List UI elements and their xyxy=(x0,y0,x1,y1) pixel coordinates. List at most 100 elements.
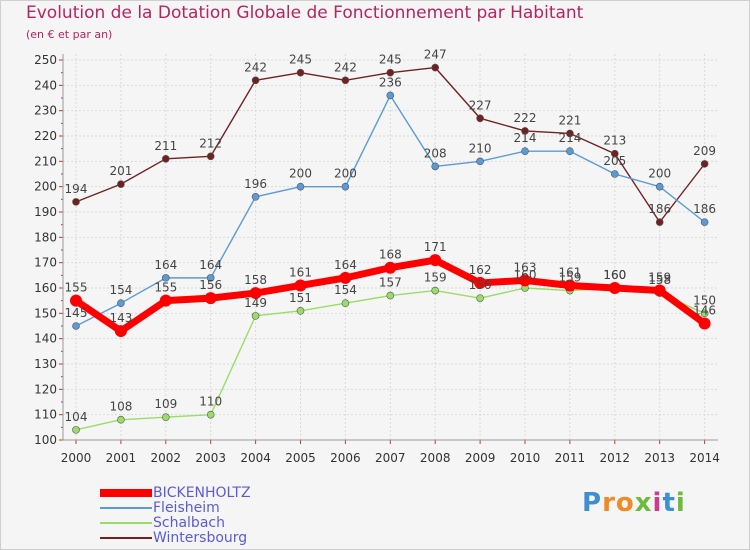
y-tick-label: 190 xyxy=(34,205,57,219)
data-point-fleisheim xyxy=(206,274,215,282)
data-label-bickenholtz: 161 xyxy=(289,265,312,279)
data-point-fleisheim xyxy=(566,147,574,155)
y-tick-label: 220 xyxy=(34,129,57,143)
data-point-fleisheim xyxy=(386,91,395,100)
logo-letter: i xyxy=(675,488,686,518)
data-point-fleisheim xyxy=(251,193,260,201)
data-point-bickenholtz xyxy=(608,282,621,294)
logo-letter: i xyxy=(652,488,663,518)
data-point-wintersbourg xyxy=(700,160,709,168)
data-point-bickenholtz xyxy=(474,276,487,289)
data-label-fleisheim: 210 xyxy=(469,141,492,155)
legend-label: Schalbach xyxy=(153,515,225,531)
data-label-fleisheim: 200 xyxy=(648,167,671,181)
data-label-fleisheim: 154 xyxy=(109,283,132,297)
x-tick-label: 2012 xyxy=(600,451,631,465)
data-point-wintersbourg xyxy=(431,63,440,72)
data-label-fleisheim: 214 xyxy=(514,131,537,145)
data-point-schalbach xyxy=(251,312,260,320)
y-tick-label: 240 xyxy=(34,78,57,92)
data-point-bickenholtz xyxy=(114,325,127,338)
data-point-fleisheim xyxy=(700,218,709,226)
legend-swatch xyxy=(100,537,152,539)
data-point-schalbach xyxy=(206,410,215,419)
data-label-bickenholtz: 143 xyxy=(109,311,132,325)
data-label-wintersbourg: 221 xyxy=(558,113,581,127)
data-label-schalbach: 150 xyxy=(693,293,716,307)
data-point-schalbach xyxy=(431,286,440,295)
x-tick-label: 2011 xyxy=(555,451,586,465)
data-point-bickenholtz xyxy=(519,274,531,287)
data-point-fleisheim xyxy=(476,157,484,166)
data-label-schalbach: 159 xyxy=(424,271,447,285)
data-point-wintersbourg xyxy=(476,114,484,123)
data-point-schalbach xyxy=(72,426,80,434)
data-point-bickenholtz xyxy=(429,254,442,267)
data-label-bickenholtz: 162 xyxy=(469,263,492,277)
legend-label: BICKENHOLTZ xyxy=(153,485,251,501)
chart-legend: BICKENHOLTZ Fleisheim Schalbach Wintersbour… xyxy=(100,485,300,546)
data-point-wintersbourg xyxy=(162,155,170,163)
data-label-fleisheim: 200 xyxy=(289,167,312,181)
x-tick-label: 2004 xyxy=(240,451,271,465)
y-tick-label: 200 xyxy=(34,180,57,194)
data-point-wintersbourg xyxy=(206,152,215,161)
data-label-schalbach: 154 xyxy=(334,283,357,297)
data-label-wintersbourg: 242 xyxy=(244,60,267,74)
data-label-schalbach: 157 xyxy=(379,276,402,290)
legend-label: Wintersbourg xyxy=(153,530,248,546)
y-tick-label: 210 xyxy=(34,154,57,168)
data-point-wintersbourg xyxy=(610,149,619,158)
data-label-fleisheim: 186 xyxy=(693,202,716,216)
data-label-wintersbourg: 245 xyxy=(379,53,402,67)
legend-label: Fleisheim xyxy=(153,500,220,516)
x-tick-label: 2009 xyxy=(465,451,496,465)
data-point-bickenholtz xyxy=(339,271,352,284)
logo-letter: x xyxy=(634,488,653,518)
data-label-bickenholtz: 155 xyxy=(65,281,88,295)
data-label-schalbach: 160 xyxy=(514,268,537,282)
data-label-fleisheim: 200 xyxy=(334,167,357,181)
data-point-fleisheim xyxy=(341,182,350,191)
data-label-wintersbourg: 201 xyxy=(109,164,132,178)
data-label-schalbach: 159 xyxy=(558,271,581,285)
data-label-wintersbourg: 186 xyxy=(648,202,671,216)
x-tick-label: 2006 xyxy=(330,451,361,465)
data-point-bickenholtz xyxy=(159,294,172,307)
data-point-schalbach xyxy=(386,291,395,300)
x-tick-label: 2000 xyxy=(61,451,92,465)
data-point-fleisheim xyxy=(610,170,619,178)
x-tick-label: 2001 xyxy=(106,451,137,465)
data-point-fleisheim xyxy=(296,182,305,191)
logo-letter: r xyxy=(602,488,616,518)
legend-item-schalbach: Schalbach xyxy=(100,515,300,531)
data-point-bickenholtz xyxy=(204,292,217,305)
y-tick-label: 130 xyxy=(34,357,57,371)
data-label-schalbach: 158 xyxy=(648,273,671,287)
data-point-wintersbourg xyxy=(296,68,305,77)
y-tick-label: 110 xyxy=(34,408,57,422)
data-point-bickenholtz xyxy=(294,279,307,292)
data-point-bickenholtz xyxy=(70,294,82,307)
data-label-wintersbourg: 211 xyxy=(154,139,177,153)
data-label-fleisheim: 214 xyxy=(558,131,581,145)
data-label-fleisheim: 164 xyxy=(154,258,177,272)
data-point-schalbach xyxy=(700,309,709,318)
data-point-schalbach xyxy=(296,306,305,315)
x-tick-label: 2013 xyxy=(644,451,675,465)
data-label-fleisheim: 208 xyxy=(424,146,447,160)
y-tick-label: 230 xyxy=(34,104,57,118)
x-tick-label: 2002 xyxy=(151,451,182,465)
data-point-wintersbourg xyxy=(655,218,664,226)
data-point-fleisheim xyxy=(162,274,170,282)
y-tick-label: 180 xyxy=(34,230,57,244)
legend-swatch xyxy=(100,522,152,524)
data-label-wintersbourg: 212 xyxy=(199,136,222,150)
data-point-fleisheim xyxy=(521,147,529,155)
data-label-schalbach: 104 xyxy=(65,410,88,424)
data-label-bickenholtz: 161 xyxy=(558,265,581,279)
x-tick-label: 2005 xyxy=(285,451,316,465)
data-point-wintersbourg xyxy=(386,68,395,77)
data-label-bickenholtz: 160 xyxy=(603,268,626,282)
